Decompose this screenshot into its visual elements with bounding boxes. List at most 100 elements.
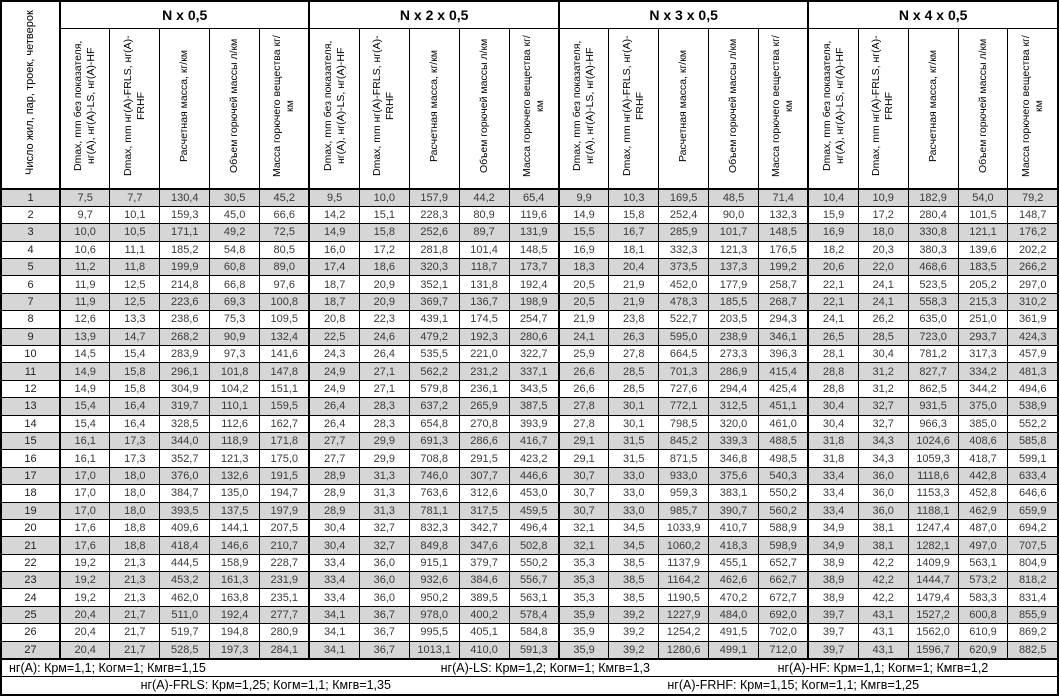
cell: 19,2 bbox=[59, 553, 111, 573]
cell: 633,4 bbox=[1007, 466, 1059, 486]
cell: 361,9 bbox=[1007, 310, 1059, 329]
cell: 862,5 bbox=[907, 379, 959, 399]
cell: 707,5 bbox=[1007, 536, 1059, 555]
cell: 44,2 bbox=[458, 187, 510, 207]
cell: 159,3 bbox=[159, 205, 211, 225]
table-row: 1 7,5 7,7 130,4 30,5 45,2 9,5 10,0 157,9 44,2 65,4… bbox=[0, 187, 1059, 207]
cell: 32,7 bbox=[857, 414, 909, 433]
cell: 109,5 bbox=[259, 310, 310, 329]
cell: 496,4 bbox=[508, 518, 560, 538]
row-number: 16 bbox=[0, 449, 61, 468]
cell: 169,5 bbox=[658, 187, 710, 207]
cell: 29,9 bbox=[358, 449, 410, 468]
cell: 344,0 bbox=[159, 431, 211, 451]
cell: 10,5 bbox=[109, 223, 161, 242]
cell: 34,9 bbox=[807, 536, 859, 555]
table-row: 20 17,6 18,8 409,6 144,1 207,5 30,4 32,7 832,3 34… bbox=[0, 518, 1059, 538]
cell: 135,0 bbox=[209, 484, 261, 503]
cell: 101,8 bbox=[209, 362, 261, 381]
cell: 286,6 bbox=[458, 431, 510, 451]
cell: 312,6 bbox=[458, 484, 510, 503]
cell: 30,4 bbox=[308, 518, 360, 538]
cell: 915,1 bbox=[408, 553, 460, 573]
cell: 231,9 bbox=[259, 571, 310, 590]
cell: 20,5 bbox=[557, 292, 610, 312]
cell: 15,5 bbox=[557, 223, 610, 242]
cell: 1190,5 bbox=[658, 588, 710, 607]
cell: 148,7 bbox=[1007, 205, 1059, 225]
cell: 1527,2 bbox=[907, 605, 959, 625]
cell: 33,0 bbox=[608, 484, 660, 503]
cell: 563,1 bbox=[957, 553, 1009, 573]
cell: 17,2 bbox=[358, 240, 410, 260]
cell: 484,0 bbox=[708, 605, 759, 625]
cell: 654,8 bbox=[408, 414, 460, 433]
cell: 540,3 bbox=[757, 466, 809, 486]
cell: 30,1 bbox=[608, 414, 660, 433]
cell: 16,9 bbox=[557, 240, 610, 260]
cell: 462,9 bbox=[957, 501, 1009, 520]
cell: 307,7 bbox=[458, 466, 510, 486]
cell: 21,9 bbox=[557, 310, 610, 329]
cell: 31,2 bbox=[857, 379, 909, 399]
cell: 18,7 bbox=[308, 275, 360, 294]
cell: 16,4 bbox=[109, 397, 161, 416]
cell: 1282,1 bbox=[907, 536, 959, 555]
cell: 462,6 bbox=[708, 571, 759, 590]
table-row: 17 17,0 18,0 376,0 132,6 191,5 28,9 31,3 746,0 30… bbox=[0, 466, 1059, 486]
cell: 26,2 bbox=[857, 310, 909, 329]
cell: 14,9 bbox=[308, 223, 360, 242]
cell: 322,7 bbox=[508, 345, 560, 364]
column-header-label: Объем горючей массы л/км bbox=[976, 38, 989, 173]
cell: 34,1 bbox=[308, 623, 360, 642]
cell: 15,4 bbox=[59, 414, 111, 433]
cell: 238,6 bbox=[159, 310, 211, 329]
cell: 192,4 bbox=[209, 605, 261, 625]
column-header-g2-c5: Масса горючего вещества кг/км bbox=[508, 27, 560, 190]
row-number: 4 bbox=[0, 240, 61, 260]
cell: 1227,9 bbox=[658, 605, 710, 625]
cell: 32,1 bbox=[557, 518, 610, 538]
cell: 30,4 bbox=[807, 397, 859, 416]
row-number: 18 bbox=[0, 484, 61, 503]
cell: 43,1 bbox=[857, 640, 909, 660]
row-number: 2 bbox=[0, 205, 61, 225]
cell: 16,1 bbox=[59, 449, 111, 468]
column-header-g4-c5: Масса горючего вещества кг/км bbox=[1007, 27, 1059, 190]
cell: 452,8 bbox=[957, 484, 1009, 503]
row-number: 11 bbox=[0, 362, 61, 381]
cell: 14,7 bbox=[109, 327, 161, 347]
cell: 80,9 bbox=[458, 205, 510, 225]
cell: 34,3 bbox=[857, 449, 909, 468]
cell: 14,9 bbox=[557, 205, 610, 225]
row-number: 6 bbox=[0, 275, 61, 294]
cell: 317,5 bbox=[458, 501, 510, 520]
cell: 18,7 bbox=[308, 292, 360, 312]
cell: 54,8 bbox=[209, 240, 261, 260]
cell: 380,3 bbox=[907, 240, 959, 260]
cell: 11,8 bbox=[109, 258, 161, 277]
cell: 562,2 bbox=[408, 362, 460, 381]
cell: 511,0 bbox=[159, 605, 211, 625]
cell: 931,5 bbox=[907, 397, 959, 416]
cell: 24,9 bbox=[308, 379, 360, 399]
cell: 21,7 bbox=[109, 605, 161, 625]
cell: 31,3 bbox=[358, 466, 410, 486]
cell: 832,3 bbox=[408, 518, 460, 538]
cell: 33,4 bbox=[807, 501, 859, 520]
cell: 21,3 bbox=[109, 588, 161, 607]
table-row: 9 13,9 14,7 268,2 90,9 132,4 22,5 24,6 479,2 192,… bbox=[0, 327, 1059, 347]
cell: 334,2 bbox=[957, 362, 1009, 381]
cell: 26,4 bbox=[308, 414, 360, 433]
cell: 20,6 bbox=[807, 258, 859, 277]
cell: 30,4 bbox=[807, 414, 859, 433]
cell: 146,6 bbox=[209, 536, 261, 555]
cell: 30,4 bbox=[857, 345, 909, 364]
cell: 36,0 bbox=[358, 553, 410, 573]
cell: 352,1 bbox=[408, 275, 460, 294]
cell: 223,6 bbox=[159, 292, 211, 312]
cell: 453,2 bbox=[159, 571, 211, 590]
cell: 131,9 bbox=[508, 223, 560, 242]
cell: 491,5 bbox=[708, 623, 759, 642]
cell: 101,5 bbox=[957, 205, 1009, 225]
